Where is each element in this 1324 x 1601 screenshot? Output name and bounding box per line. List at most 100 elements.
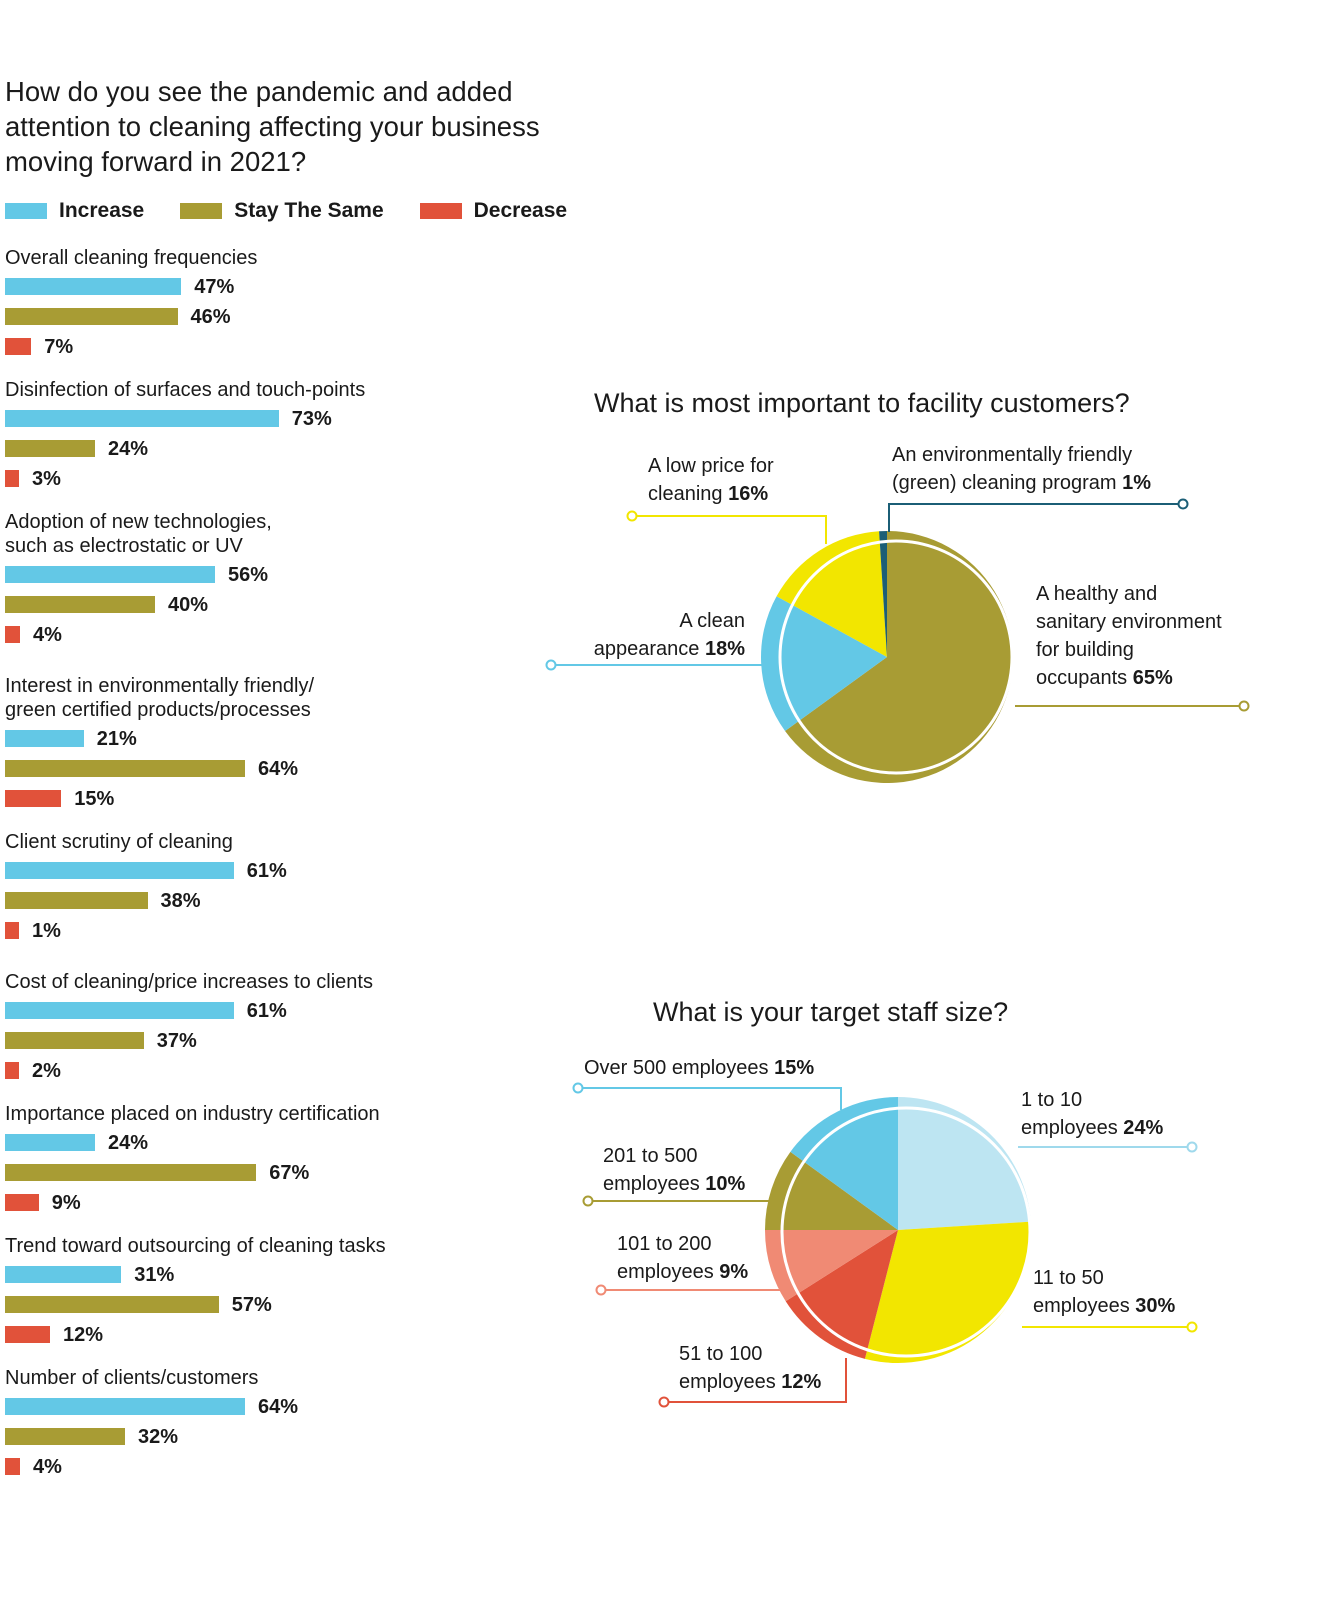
leader-dot [658,1396,670,1408]
bar-increase [5,566,215,583]
pie-slice-label: Over 500 employees 15% [584,1057,815,1079]
bar-value-label: 40% [168,594,209,616]
bar-value-label: 32% [138,1426,179,1448]
bar-decrease [5,1194,39,1211]
bar-value-label: 61% [246,860,287,882]
bar-decrease [5,1458,20,1475]
bar-increase [5,1002,234,1019]
category-label: Overall cleaning frequencies [5,247,258,269]
leader-dot [1186,1141,1198,1153]
bar-stay-the-same [5,1296,219,1313]
legend-swatch [419,203,462,219]
pie-slice [879,531,887,657]
legend-label: Stay The Same [234,199,384,222]
leader-dot [545,659,557,671]
pie-slice-label: A low price for cleaning 16% [648,455,774,505]
category-label: Adoption of new technologies, such as ele… [5,511,272,557]
pie-slice [776,531,887,657]
pie-slice [864,1221,1032,1363]
leader-dot [572,1082,584,1094]
bar-decrease [5,790,62,807]
bar-decrease [5,626,20,643]
bar-increase [5,1134,95,1151]
bar-stay-the-same [5,1164,257,1181]
bar-value-label: 61% [246,1000,287,1022]
bar-value-label: 4% [33,624,62,646]
bar-value-label: 24% [108,1132,149,1154]
leader-line [888,503,1183,532]
pie-inner-ring [778,539,1014,775]
legend-swatch [180,203,223,219]
leader-dot [1177,498,1189,510]
leader-line [578,1087,842,1110]
pie-slice-label: A healthy and sanitary environment for bui… [1036,583,1222,689]
bar-stay-the-same [5,892,148,909]
pie-slice-label: 11 to 50 employees 30% [1033,1267,1176,1317]
bar-stay-the-same [5,440,95,457]
bar-stay-the-same [5,760,245,777]
bar-chart: Overall cleaning frequencies 47% 46% 7% Disi… [0,0,386,1477]
bar-value-label: 4% [33,1456,62,1478]
bar-value-label: 46% [190,306,231,328]
category-label: Disinfection of surfaces and touch-point… [5,379,366,401]
pie-slice [785,1230,898,1359]
legend-label: Increase [59,199,145,222]
bar-value-label: 2% [32,1060,61,1082]
bar-stay-the-same [5,1032,144,1049]
bar-value-label: 47% [194,276,235,298]
leader-dot [1238,700,1250,712]
leader-dot [1186,1321,1198,1333]
bar-value-label: 57% [231,1294,272,1316]
bar-value-label: 56% [228,564,269,586]
bar-value-label: 67% [269,1162,310,1184]
bar-value-label: 31% [134,1264,175,1286]
legend-item: Stay The Same [180,199,384,223]
category-label: Cost of cleaning/price increases to clie… [5,971,373,993]
bar-increase [5,1266,122,1283]
category-label: Client scrutiny of cleaning [5,831,233,853]
bar-decrease [5,922,19,939]
pie-slice-label: 201 to 500 employees 10% [603,1145,746,1195]
leader-dot [626,510,638,522]
bar-value-label: 15% [74,788,115,810]
bar-value-label: 9% [51,1192,81,1214]
category-label: Trend toward outsourcing of cleaning tas… [5,1235,386,1257]
leader-line [664,1358,847,1403]
category-label: Importance placed on industry certificat… [5,1103,380,1125]
bar-chart-title: How do you see the pandemic and added at… [5,76,540,177]
bar-value-label: 38% [160,890,201,912]
leader-line [632,515,827,544]
bar-value-label: 7% [44,336,74,358]
pie-slice-label: An environmentally friendly (green) clean… [892,444,1152,494]
bar-increase [5,410,279,427]
bar-increase [5,730,84,747]
pie-chart-1-title: What is most important to facility custo… [594,388,1130,418]
pie-slice [765,1230,898,1302]
pie-slice-label: 1 to 10 employees 24% [1021,1089,1164,1139]
legend-item: Decrease [419,199,568,223]
bar-increase [5,278,182,295]
pie-slice [898,1097,1031,1230]
bar-stay-the-same [5,1428,125,1445]
pie-chart-2-title: What is your target staff size? [653,997,1009,1027]
legend-swatch [5,203,47,219]
category-label: Interest in environmentally friendly/gre… [5,675,315,721]
legend-label: Decrease [473,199,568,222]
bar-increase [5,1398,245,1415]
bar-decrease [5,470,19,487]
bar-stay-the-same [5,308,178,325]
bar-value-label: 3% [32,468,61,490]
pie-slice-label: A clean appearance 18% [593,610,745,660]
pie-slice [761,596,887,732]
bar-value-label: 12% [63,1324,104,1346]
bar-chart-legend: Increase Stay The Same Decrease [5,198,603,224]
pie-slice [790,1097,898,1230]
bar-value-label: 37% [156,1030,197,1052]
bar-value-label: 64% [258,758,299,780]
bar-decrease [5,1062,19,1079]
bar-decrease [5,1326,50,1343]
pie-slice-label: 51 to 100 employees 12% [679,1343,822,1393]
category-label: Number of clients/customers [5,1367,259,1389]
pie-slice-label: 101 to 200 employees 9% [617,1233,749,1283]
